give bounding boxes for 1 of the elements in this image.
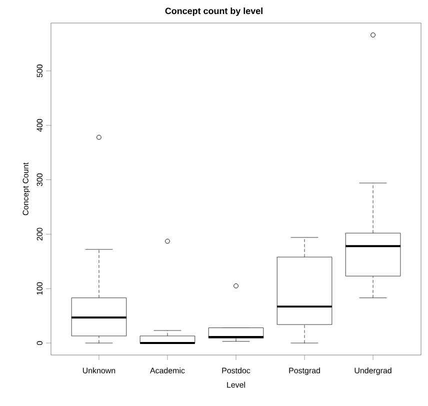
chart-title: Concept count by level <box>165 8 262 16</box>
